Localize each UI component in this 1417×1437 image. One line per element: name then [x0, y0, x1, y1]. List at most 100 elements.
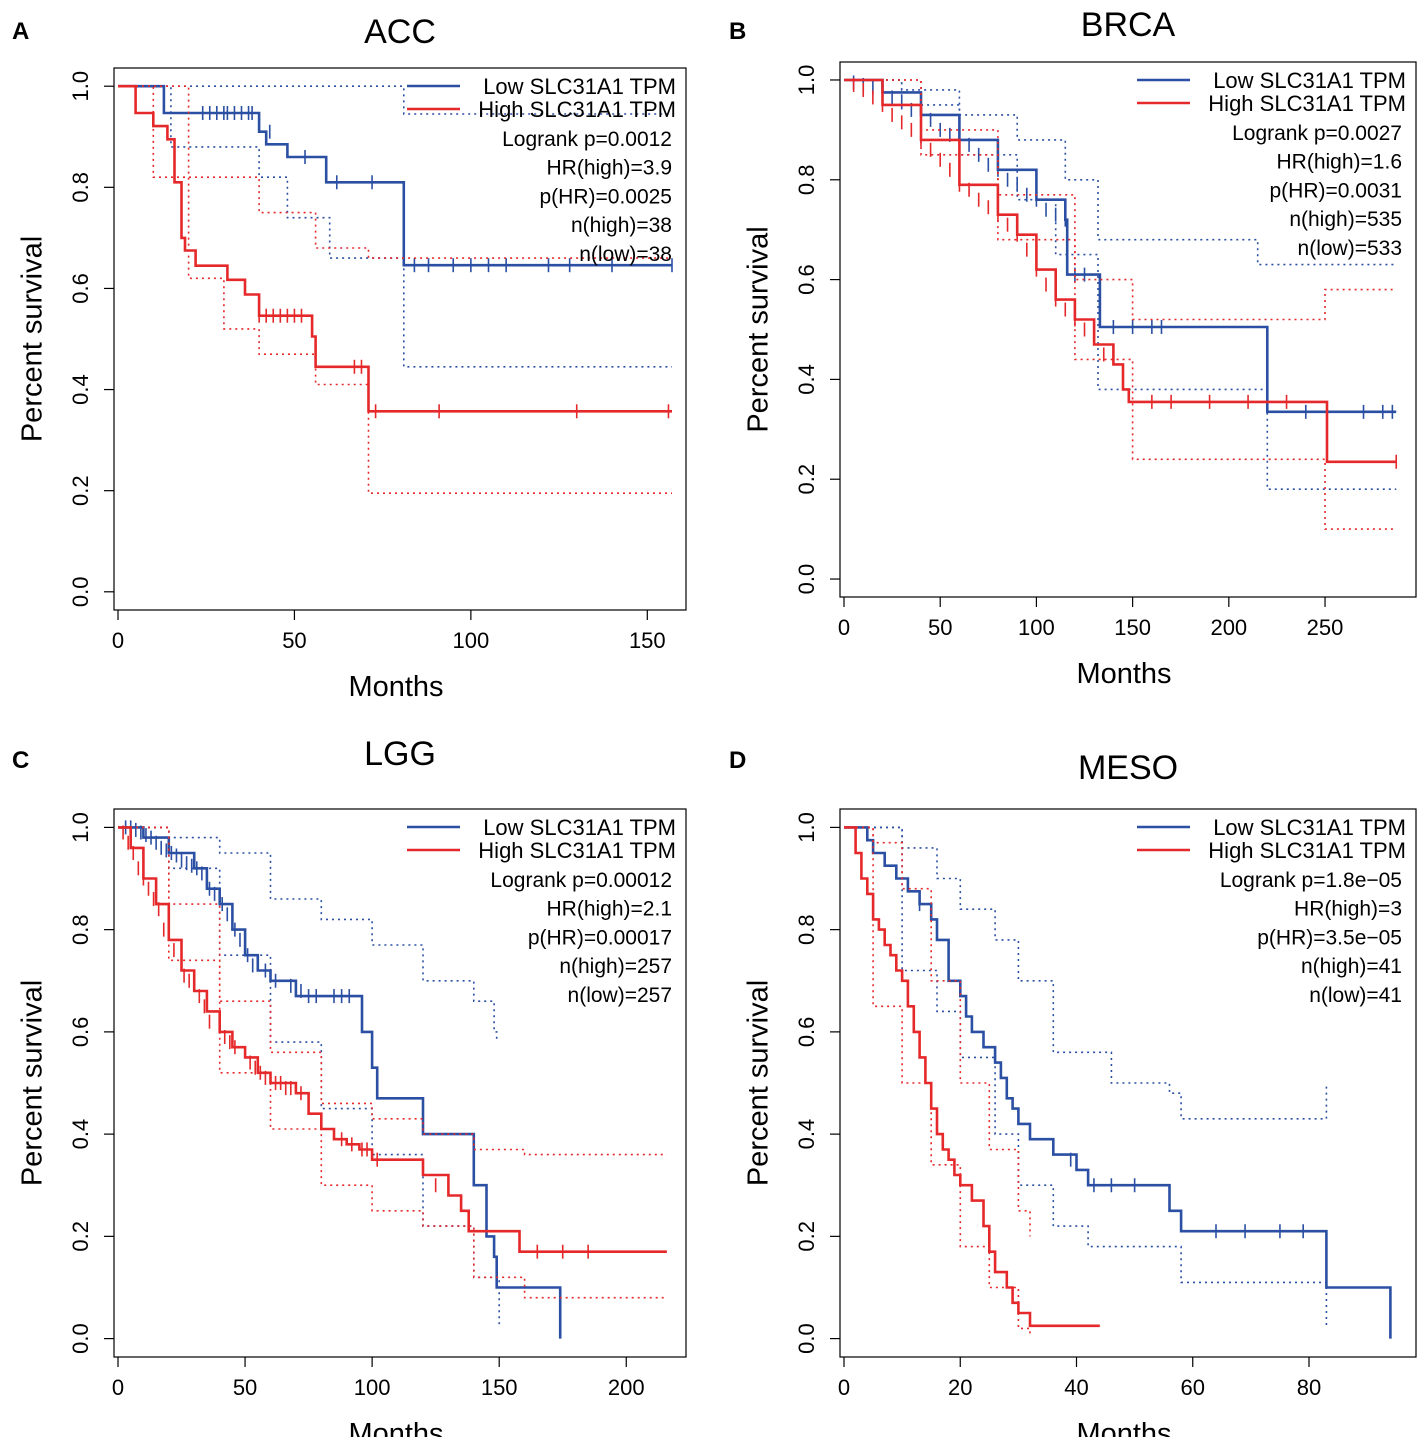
- x-axis-label: Months: [348, 1418, 443, 1437]
- legend-label-low: Low SLC31A1 TPM: [483, 815, 676, 840]
- x-tick-label: 0: [112, 628, 124, 653]
- km-plot-lgg: LGG 0 50 100 150 200 0.0 0.2 0.4 0.6 0.8 1.0 Months P…: [17, 735, 687, 1437]
- stat-line: n(high)=41: [1301, 955, 1402, 978]
- y-axis-label: Percent survival: [743, 980, 775, 1186]
- stat-line: n(low)=533: [1298, 237, 1402, 260]
- y-tick-label: 0.2: [794, 1221, 819, 1252]
- stat-line: Logrank p=0.0012: [502, 128, 672, 151]
- y-tick-label: 1.0: [794, 65, 819, 96]
- survival-curve-high: [118, 826, 667, 1253]
- x-tick-label: 150: [1114, 615, 1151, 640]
- survival-curve-high: [844, 826, 1100, 1328]
- survival-curve-low: [118, 826, 562, 1339]
- ci-lower-low: [118, 826, 502, 1325]
- ci-upper-high: [118, 826, 667, 1156]
- y-tick-label: 0.8: [68, 914, 93, 945]
- y-tick-label: 0.0: [794, 1323, 819, 1354]
- y-tick-label: 0.2: [68, 1221, 93, 1252]
- stat-line: p(HR)=0.00017: [528, 926, 672, 949]
- x-tick-label: 100: [1018, 615, 1055, 640]
- y-tick-label: 0.0: [68, 1323, 93, 1354]
- panel-letter: B: [729, 18, 747, 45]
- survival-curve-high: [118, 84, 672, 413]
- stat-line: n(high)=257: [559, 955, 672, 978]
- stat-line: Logrank p=1.8e−05: [1220, 869, 1402, 892]
- stat-line: HR(high)=2.1: [547, 898, 672, 921]
- y-tick-label: 0.6: [794, 1017, 819, 1048]
- stat-line: n(low)=41: [1309, 984, 1402, 1007]
- y-tick-label: 0.4: [68, 374, 93, 405]
- stat-line: n(low)=38: [579, 243, 672, 266]
- x-tick-label: 50: [233, 1375, 257, 1400]
- y-axis-label: Percent survival: [743, 226, 775, 432]
- y-tick-label: 0.2: [794, 464, 819, 495]
- x-tick-label: 50: [282, 628, 306, 653]
- x-tick-label: 250: [1307, 615, 1344, 640]
- y-tick-label: 0.8: [794, 914, 819, 945]
- x-tick-label: 200: [1210, 615, 1247, 640]
- x-tick-label: 20: [948, 1375, 972, 1400]
- y-tick-label: 0.8: [68, 172, 93, 203]
- y-tick-label: 0.0: [68, 577, 93, 608]
- plot-frame: [839, 808, 1417, 1358]
- y-tick-label: 0.4: [794, 1119, 819, 1150]
- stat-line: n(low)=257: [568, 984, 672, 1007]
- survival-curve-low: [844, 826, 1392, 1339]
- y-tick-label: 1.0: [794, 812, 819, 843]
- x-tick-label: 0: [112, 1375, 124, 1400]
- ci-lower-high: [118, 85, 672, 494]
- legend-label-low: Low SLC31A1 TPM: [483, 74, 676, 99]
- x-tick-label: 150: [629, 628, 666, 653]
- y-tick-label: 0.0: [794, 564, 819, 595]
- y-axis-label: Percent survival: [17, 236, 49, 442]
- x-tick-label: 80: [1297, 1375, 1321, 1400]
- y-tick-label: 0.4: [68, 1119, 93, 1150]
- stat-line: p(HR)=0.0025: [540, 185, 673, 208]
- panel-letter: D: [729, 747, 747, 774]
- x-tick-label: 40: [1064, 1375, 1088, 1400]
- y-tick-label: 0.4: [794, 364, 819, 395]
- stat-line: HR(high)=3.9: [547, 157, 672, 180]
- ci-upper-high: [844, 826, 1031, 1237]
- x-tick-label: 150: [481, 1375, 518, 1400]
- y-tick-label: 0.8: [794, 164, 819, 195]
- chart-title: BRCA: [1081, 6, 1176, 44]
- panel-b: B BRCA 0 50 100 150 200 250 0.0 0.2 0.4 0.6 0.8 1.0 M…: [709, 0, 1417, 718]
- chart-title: ACC: [364, 13, 436, 51]
- ci-lower-high: [844, 826, 1031, 1334]
- survival-curve-low: [118, 84, 672, 267]
- stat-line: HR(high)=1.6: [1277, 151, 1402, 174]
- x-tick-label: 100: [354, 1375, 391, 1400]
- x-axis-label: Months: [348, 671, 443, 703]
- stat-line: HR(high)=3: [1294, 898, 1402, 921]
- x-tick-label: 0: [838, 1375, 850, 1400]
- stat-line: p(HR)=3.5e−05: [1257, 926, 1402, 949]
- km-plot-meso: MESO 0 20 40 60 80 0.0 0.2 0.4 0.6 0.8 1.0 Months Per…: [743, 749, 1417, 1437]
- chart-title: MESO: [1078, 749, 1178, 787]
- legend-label-low: Low SLC31A1 TPM: [1213, 815, 1406, 840]
- y-tick-label: 1.0: [68, 812, 93, 843]
- stat-line: Logrank p=0.0027: [1232, 122, 1402, 145]
- km-plot-acc: ACC 0 50 100 150 0.0 0.2 0.4 0.6 0.8 1.0 Months Perc…: [17, 13, 687, 703]
- legend-label-low: Low SLC31A1 TPM: [1213, 68, 1406, 93]
- chart-title: LGG: [364, 735, 436, 773]
- x-axis-label: Months: [1076, 1418, 1171, 1437]
- x-tick-label: 100: [453, 628, 490, 653]
- panel-c: C LGG 0 50 100 150 200 0.0 0.2 0.4 0.6 0.8 1.0 Month…: [0, 719, 708, 1437]
- panel-letter: C: [12, 747, 30, 774]
- y-tick-label: 0.6: [68, 273, 93, 304]
- y-tick-label: 0.6: [794, 264, 819, 295]
- y-tick-label: 1.0: [68, 71, 93, 102]
- x-axis-label: Months: [1076, 658, 1171, 690]
- y-tick-label: 0.6: [68, 1017, 93, 1048]
- ci-upper-low: [118, 826, 498, 1043]
- x-tick-label: 50: [928, 615, 952, 640]
- legend-label-high: High SLC31A1 TPM: [1208, 838, 1406, 863]
- ci-lower-low: [844, 826, 1328, 1329]
- ci-lower-high: [844, 79, 1397, 530]
- panel-d: D MESO 0 20 40 60 80 0.0 0.2 0.4 0.6 0.8 1.0 Months P…: [709, 719, 1417, 1437]
- plot-frame: [113, 67, 687, 611]
- legend-label-high: High SLC31A1 TPM: [478, 838, 676, 863]
- y-axis-label: Percent survival: [17, 980, 49, 1186]
